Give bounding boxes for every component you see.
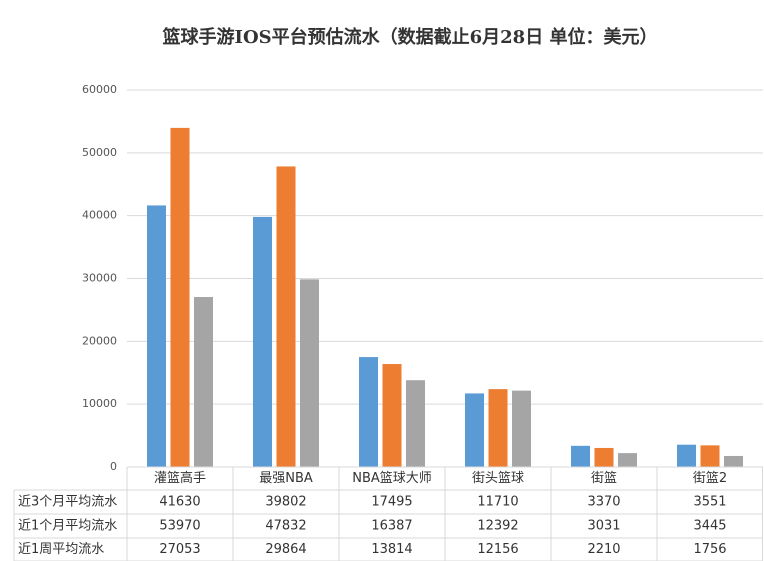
y-tick-label: 60000 <box>82 83 117 96</box>
table-value: 3551 <box>693 495 726 510</box>
y-tick-label: 30000 <box>82 272 117 285</box>
category-label: 灌篮高手 <box>154 470 206 486</box>
table-value: 53970 <box>159 519 200 534</box>
bar <box>194 297 213 467</box>
category-label: NBA篮球大师 <box>352 471 432 486</box>
table-value: 3031 <box>587 519 620 534</box>
bar <box>300 279 319 467</box>
category-label: 街篮2 <box>693 471 727 486</box>
bar <box>359 357 378 467</box>
series-name: 近1个月平均流水 <box>18 519 117 534</box>
bar <box>147 205 166 467</box>
table-value: 3370 <box>587 495 620 510</box>
bar <box>253 216 272 467</box>
table-value: 41630 <box>159 495 200 510</box>
table-value: 39802 <box>265 495 306 510</box>
table-value: 12156 <box>477 542 518 557</box>
bar <box>465 393 484 467</box>
bar <box>170 127 190 468</box>
table-value: 12392 <box>477 519 518 534</box>
table-value: 27053 <box>159 542 200 557</box>
bar <box>618 453 637 467</box>
series-name: 近1周平均流水 <box>18 542 104 557</box>
bar <box>382 364 402 467</box>
table-value: 2210 <box>587 542 620 557</box>
category-label: 最强NBA <box>259 471 313 486</box>
y-tick-label: 10000 <box>82 397 117 410</box>
bar <box>700 445 720 467</box>
chart-title: 篮球手游IOS平台预估流水（数据截止6月28日 单位：美元） <box>162 26 658 48</box>
table-value: 47832 <box>265 519 306 534</box>
table-value: 29864 <box>265 542 306 557</box>
bar <box>594 447 614 467</box>
bar <box>488 389 508 467</box>
bar <box>276 166 296 467</box>
y-tick-label: 50000 <box>82 146 117 159</box>
bar <box>512 390 531 467</box>
category-label: 街篮 <box>591 471 617 486</box>
series-name: 近3个月平均流水 <box>18 495 117 510</box>
category-label: 街头篮球 <box>472 471 524 486</box>
y-tick-label: 20000 <box>82 334 117 347</box>
bar <box>677 444 696 467</box>
bar <box>724 455 743 467</box>
bar <box>406 380 425 467</box>
bar <box>571 445 590 467</box>
table-value: 11710 <box>477 495 518 510</box>
table-value: 1756 <box>693 542 726 557</box>
table-value: 3445 <box>693 519 726 534</box>
y-tick-label: 0 <box>110 460 117 473</box>
table-value: 13814 <box>371 542 412 557</box>
table-value: 17495 <box>371 495 412 510</box>
table-value: 16387 <box>371 519 412 534</box>
y-tick-label: 40000 <box>82 209 117 222</box>
